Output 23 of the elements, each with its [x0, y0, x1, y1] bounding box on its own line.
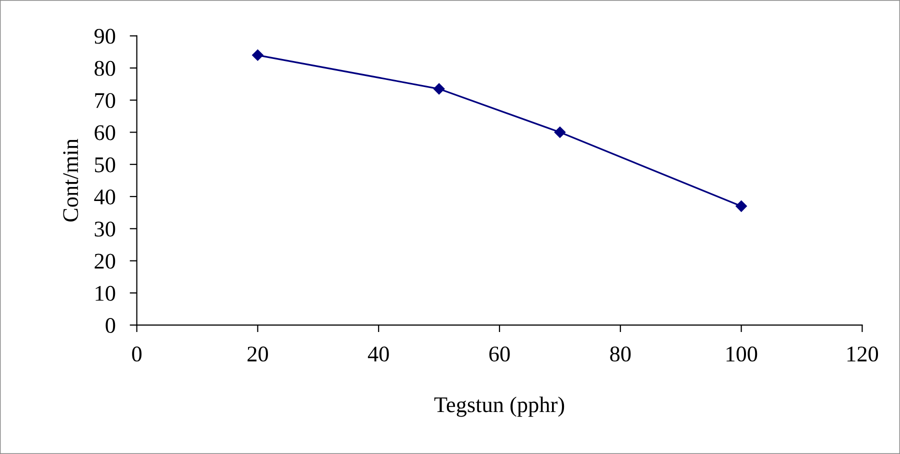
point — [736, 200, 747, 212]
y-tick-label: 80 — [94, 60, 116, 76]
x-tick-label: 20 — [248, 346, 268, 362]
y-tick-label: 40 — [94, 189, 116, 204]
point — [433, 83, 445, 94]
y-tick-label: 30 — [94, 222, 116, 237]
x-tick-label: 0 — [132, 346, 142, 362]
point — [252, 50, 264, 61]
x-axis-title: Tegstun (pphr) — [434, 396, 564, 417]
y-tick-label: 10 — [96, 286, 116, 301]
y-tick-label: 50 — [95, 157, 116, 172]
y-tick-label: 60 — [94, 125, 116, 140]
y-tick-label: 90 — [94, 28, 116, 44]
x-tick-label: 120 — [847, 346, 878, 362]
point — [554, 126, 566, 138]
y-tick-label: 20 — [94, 254, 116, 269]
x-tick-label: 40 — [368, 346, 389, 362]
x-tick-label: 60 — [489, 346, 510, 362]
x-tick-label: 80 — [610, 346, 631, 362]
y-tick-label: 70 — [95, 93, 116, 108]
y-tick-label: 0 — [106, 318, 116, 333]
x-tick-label: 100 — [726, 346, 758, 362]
y-axis-title: Cont/min — [63, 138, 78, 222]
